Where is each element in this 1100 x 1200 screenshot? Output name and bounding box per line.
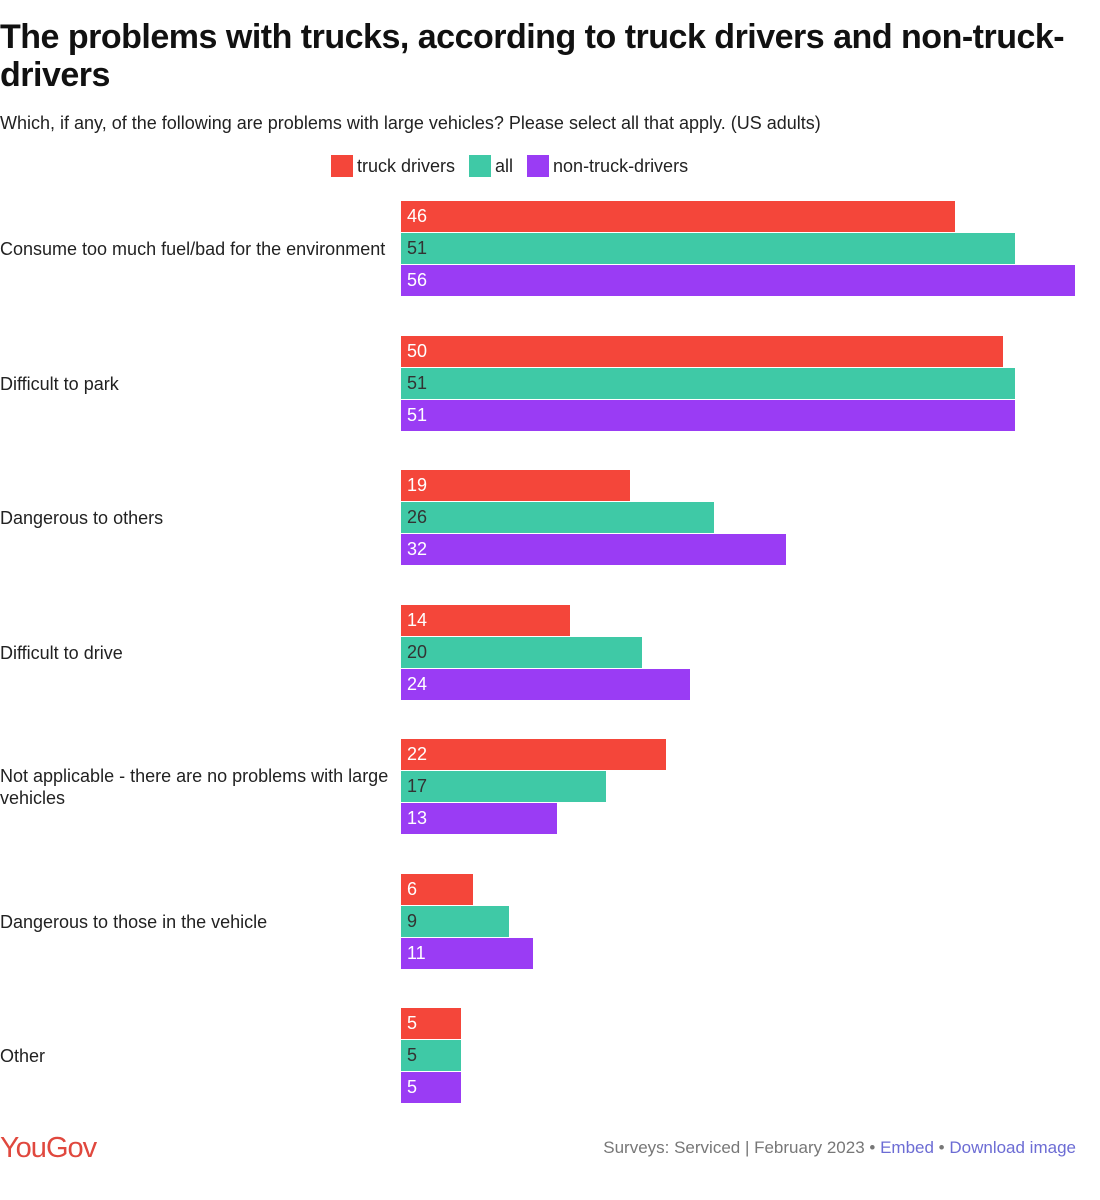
data-label: 51: [407, 372, 428, 393]
legend-label: all: [495, 155, 514, 176]
bar-non-truck-drivers: [401, 668, 690, 700]
data-label: 24: [407, 673, 428, 694]
data-label: 50: [407, 340, 428, 361]
data-label: 32: [407, 539, 428, 559]
bar-all: [401, 1040, 462, 1071]
data-label: 5: [407, 1077, 418, 1097]
footer: Surveys: Serviced | February 2023 • Embe…: [603, 1138, 1076, 1158]
bar-truck-drivers: [401, 873, 474, 905]
category-label: Dangerous to those in the vehicle: [0, 911, 268, 932]
chart-subtitle: Which, if any, of the following are prob…: [0, 113, 821, 133]
data-label: 56: [407, 270, 428, 290]
data-label: 19: [407, 475, 428, 495]
legend-item: all: [469, 155, 513, 177]
bar-all: [401, 905, 510, 937]
bar-all: [401, 771, 606, 802]
embed-link[interactable]: Embed: [880, 1138, 934, 1157]
data-label: 51: [407, 404, 428, 425]
category-label: Difficult to drive: [0, 642, 123, 663]
legend-item: truck drivers: [331, 155, 455, 177]
category-label: Not applicable - there are no problems w…: [0, 766, 389, 808]
data-label: 13: [407, 808, 428, 828]
bar-all: [401, 233, 1015, 264]
legend: truck drivers all non-truck-drivers: [331, 155, 696, 177]
bar-all: [401, 636, 642, 668]
bar-non-truck-drivers: [401, 937, 534, 969]
bar-truck-drivers: [401, 335, 1003, 367]
bar-truck-drivers: [401, 201, 955, 232]
data-label: 26: [407, 507, 428, 527]
bar-non-truck-drivers: [401, 1072, 462, 1103]
bar-truck-drivers: [401, 1008, 462, 1039]
category-label: Difficult to park: [0, 373, 119, 394]
bar-truck-drivers: [401, 739, 666, 770]
data-label: 20: [407, 641, 428, 662]
download-image-link[interactable]: Download image: [949, 1138, 1076, 1157]
bar-all: [401, 502, 714, 533]
chart-title: The problems with trucks, according to t…: [0, 18, 1065, 94]
source-text: Surveys: Serviced | February 2023: [603, 1138, 865, 1157]
bar-non-truck-drivers: [401, 803, 558, 834]
data-label: 14: [407, 609, 428, 630]
legend-item: non-truck-drivers: [527, 155, 688, 177]
data-label: 5: [407, 1013, 418, 1033]
legend-swatch: [527, 155, 550, 177]
data-label: 51: [407, 238, 428, 258]
bar-non-truck-drivers: [401, 265, 1075, 296]
plot-area: Consume too much fuel/bad for the enviro…: [0, 201, 1075, 1103]
legend-swatch: [331, 155, 353, 177]
data-label: 9: [407, 910, 418, 931]
legend-label: truck drivers: [357, 155, 456, 176]
category-label: Other: [0, 1046, 46, 1066]
separator: •: [933, 1138, 950, 1157]
legend-swatch: [469, 155, 492, 177]
bar-truck-drivers: [401, 470, 630, 501]
category-label: Dangerous to others: [0, 508, 164, 528]
data-label: 5: [407, 1045, 418, 1065]
bar-non-truck-drivers: [401, 534, 787, 565]
yougov-logo[interactable]: YouGov: [0, 1132, 97, 1164]
bar-all: [401, 367, 1015, 399]
data-label: 22: [407, 744, 428, 764]
data-label: 11: [407, 942, 426, 963]
bar-truck-drivers: [401, 604, 570, 636]
separator: •: [864, 1138, 881, 1157]
data-label: 46: [407, 206, 428, 226]
bar-non-truck-drivers: [401, 399, 1015, 431]
legend-label: non-truck-drivers: [553, 155, 689, 176]
category-label: Consume too much fuel/bad for the enviro…: [0, 239, 386, 259]
data-label: 6: [407, 878, 418, 899]
data-label: 17: [407, 776, 428, 796]
